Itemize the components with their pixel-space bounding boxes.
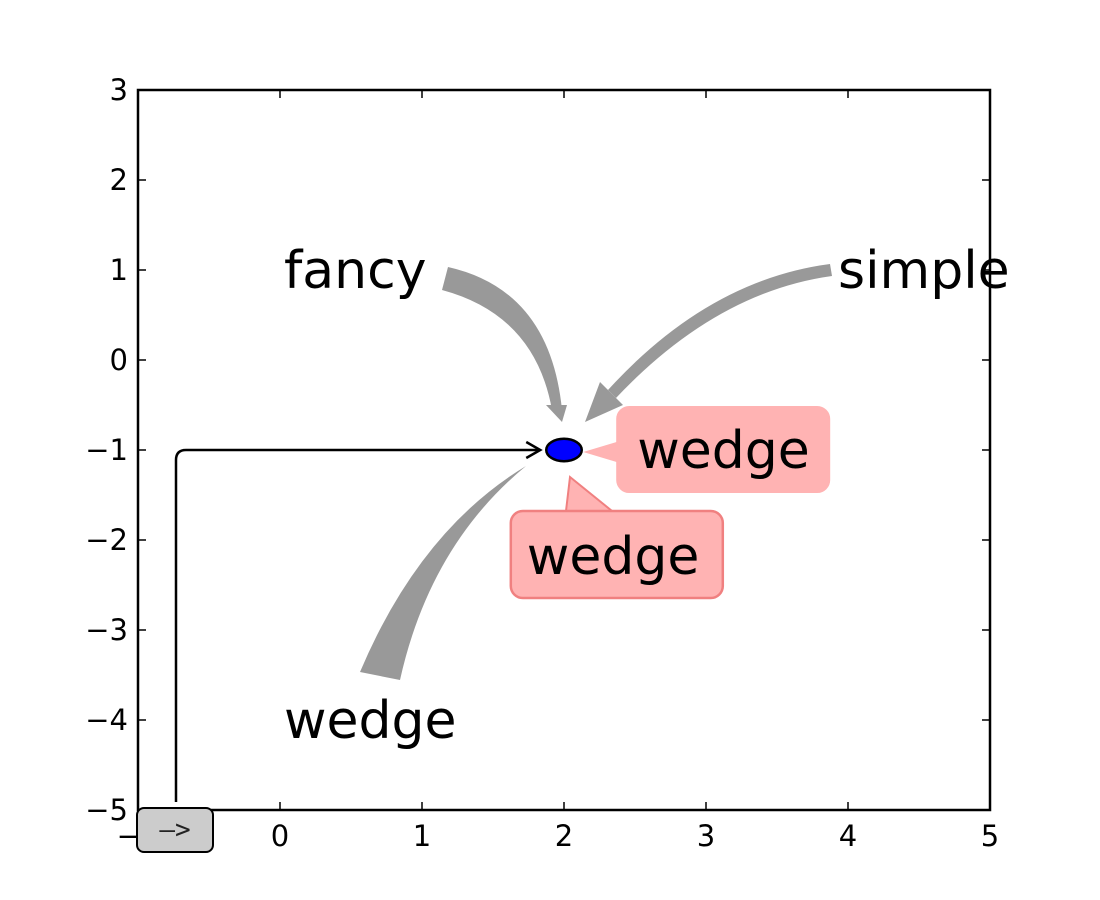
fancy-arrow	[442, 267, 562, 410]
y-tick-label: 1	[110, 253, 128, 287]
x-tick-label: 0	[271, 819, 289, 853]
x-tick-label: 3	[697, 819, 715, 853]
simple-arrow-head	[585, 382, 623, 422]
wedge-label-box-below: wedge	[527, 527, 700, 587]
y-tick-label: −4	[85, 703, 128, 737]
y-tick-label: −1	[85, 433, 128, 467]
angle-arrow-line	[174, 448, 541, 802]
fancy-label: fancy	[284, 241, 427, 301]
wedge-callout-pointer-right	[583, 440, 624, 464]
x-tick-label: 4	[839, 819, 857, 853]
wedge-callout-box-right	[616, 406, 831, 493]
x-tick-label: 5	[981, 819, 999, 853]
y-tick-label: 3	[110, 73, 128, 107]
simple-arrow	[608, 264, 832, 398]
arrow-label-box	[136, 807, 214, 853]
annotation-layer	[174, 264, 832, 802]
x-tick-label: 1	[413, 819, 431, 853]
wedge-label-plain: wedge	[284, 691, 457, 751]
wedge-callout-box-below	[509, 509, 725, 600]
target-ellipse	[545, 437, 583, 463]
annotation-labels: fancy simple wedge wedge wedge —>	[136, 241, 1010, 853]
wedge-callout-pointer-below	[564, 475, 615, 512]
simple-label: simple	[838, 241, 1010, 301]
y-tick-label: −3	[85, 613, 128, 647]
wedge-label-box-right: wedge	[637, 421, 810, 481]
y-tick-label: −5	[85, 793, 128, 827]
y-tick-label: 0	[110, 343, 128, 377]
arrow-label: —>	[159, 815, 190, 845]
wedge-arrow	[360, 466, 526, 680]
x-tick-label: 2	[555, 819, 573, 853]
fancy-arrow-head	[546, 405, 567, 422]
angle-arrow-head	[525, 440, 543, 460]
y-tick-label: 2	[110, 163, 128, 197]
y-tick-label: −2	[85, 523, 128, 557]
